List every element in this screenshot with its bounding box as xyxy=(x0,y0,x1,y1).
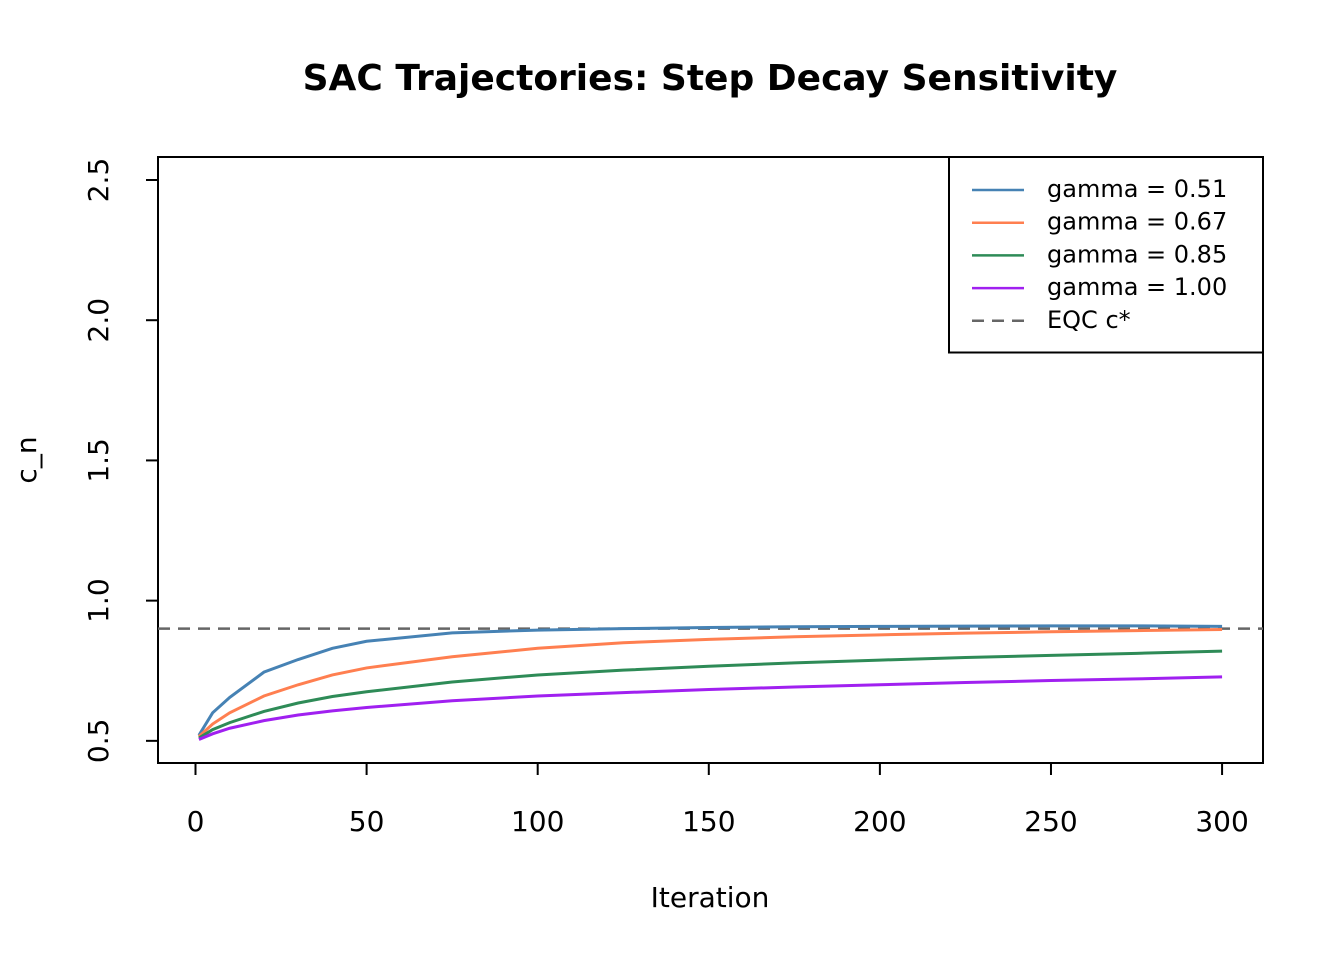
x-axis-label: Iteration xyxy=(651,881,770,914)
legend-label: gamma = 0.85 xyxy=(1047,240,1227,268)
series-line xyxy=(197,628,1223,738)
series-line xyxy=(198,649,1223,740)
chart-title: SAC Trajectories: Step Decay Sensitivity xyxy=(303,58,1118,99)
legend-label: gamma = 0.67 xyxy=(1047,208,1227,236)
series-line xyxy=(197,624,1223,737)
x-tick-label: 300 xyxy=(1195,805,1248,838)
x-tick-label: 150 xyxy=(682,805,735,838)
y-tick-label: 1.5 xyxy=(82,438,115,483)
y-tick-label: 1.0 xyxy=(82,578,115,623)
legend-label: gamma = 1.00 xyxy=(1047,273,1227,301)
legend-label: EQC c* xyxy=(1047,306,1131,334)
y-tick-label: 0.5 xyxy=(82,719,115,764)
x-tick-label: 250 xyxy=(1024,805,1077,838)
x-tick-label: 200 xyxy=(853,805,906,838)
x-tick-label: 0 xyxy=(187,805,205,838)
legend-label: gamma = 0.51 xyxy=(1047,175,1227,203)
y-tick-label: 2.5 xyxy=(82,158,115,203)
y-axis-label: c_n xyxy=(10,436,43,483)
series-line xyxy=(198,675,1223,741)
x-tick-label: 100 xyxy=(511,805,564,838)
x-tick-label: 50 xyxy=(349,805,385,838)
y-tick-label: 2.0 xyxy=(82,298,115,343)
